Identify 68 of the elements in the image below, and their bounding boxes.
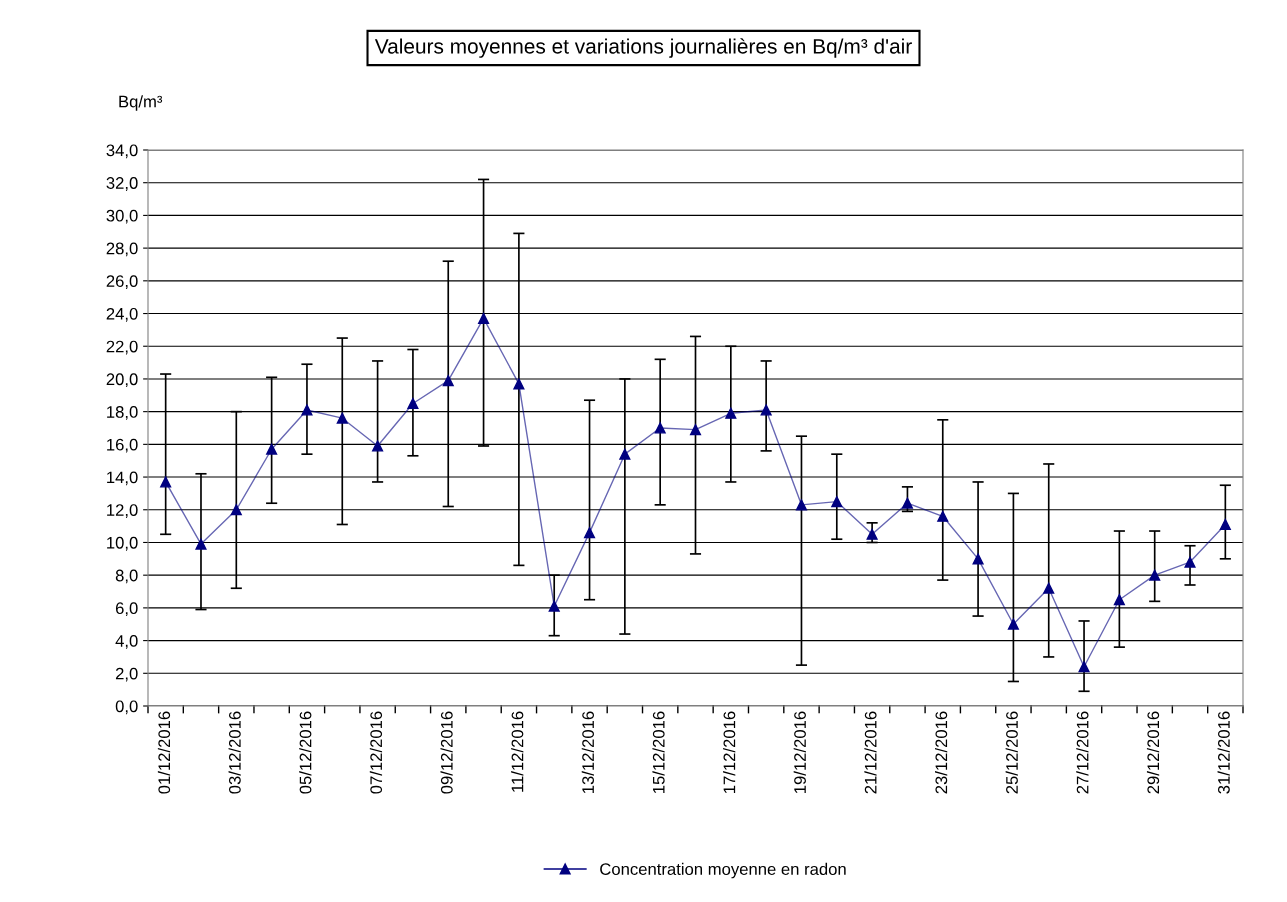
point (1149, 569, 1161, 581)
y-tick-label: 34,0 (106, 144, 138, 159)
x-tick-label: 03/12/2016 (228, 711, 241, 794)
point (407, 397, 419, 410)
point (866, 528, 878, 540)
point (513, 378, 525, 390)
x-tick-label: 13/12/2016 (581, 711, 595, 793)
x-tick-label: 11/12/2016 (511, 711, 524, 792)
y-tick-label: 12,0 (107, 504, 138, 518)
point (336, 412, 348, 424)
point (301, 404, 313, 416)
point (689, 424, 702, 436)
y-tick-label: 20,0 (106, 373, 138, 388)
point (725, 407, 737, 419)
point (266, 443, 278, 455)
x-tick-label: 25/12/2016 (1005, 711, 1018, 794)
point (795, 499, 808, 511)
point (937, 510, 949, 522)
x-tick-label: 21/12/2016 (864, 711, 877, 794)
point (583, 527, 596, 539)
y-tick-label: 26,0 (106, 275, 138, 289)
x-tick-label: 19/12/2016 (793, 711, 806, 793)
x-tick-label: 07/12/2016 (369, 711, 383, 794)
y-tick-label: 30,0 (106, 209, 138, 224)
point (1184, 556, 1196, 568)
point (654, 422, 666, 434)
point (1113, 594, 1125, 606)
y-tick-label: 10,0 (107, 536, 138, 551)
y-tick-label: 24,0 (106, 307, 138, 322)
point (1078, 661, 1090, 673)
point (1007, 618, 1019, 630)
x-tick-label: 27/12/2016 (1076, 711, 1089, 794)
y-tick-label: 8,0 (115, 569, 138, 584)
y-tick-label: 22,0 (106, 340, 138, 355)
y-tick-label: 16,0 (107, 438, 138, 453)
point (230, 504, 242, 516)
y-tick-label: 14,0 (107, 471, 138, 486)
point (760, 404, 772, 416)
y-tick-label: 32,0 (106, 177, 138, 191)
y-axis-title: Bq/m³ (119, 95, 163, 111)
legend-label: Concentration moyenne en radon (600, 862, 846, 879)
x-tick-label: 23/12/2016 (934, 711, 948, 794)
y-tick-label: 28,0 (106, 242, 138, 257)
point (372, 440, 384, 452)
point (1219, 518, 1231, 531)
point (548, 600, 560, 612)
x-tick-label: 15/12/2016 (652, 711, 665, 793)
point (972, 553, 984, 565)
point (478, 312, 490, 324)
x-tick-label: 17/12/2016 (723, 711, 736, 793)
y-tick-label: 6,0 (115, 602, 138, 617)
x-tick-label: 05/12/2016 (299, 711, 312, 794)
point (831, 496, 843, 508)
point (901, 497, 913, 509)
y-tick-label: 0,0 (115, 700, 138, 715)
point (195, 538, 207, 550)
x-tick-label: 31/12/2016 (1217, 711, 1230, 794)
x-tick-label: 01/12/2016 (157, 711, 171, 794)
y-tick-label: 2,0 (115, 667, 138, 682)
point (160, 476, 172, 488)
point (1043, 582, 1055, 594)
point (619, 448, 631, 460)
chart-title: Valeurs moyennes et variations journalières en Bq/m³ d'air (374, 38, 912, 58)
x-tick-label: 09/12/2016 (440, 711, 453, 794)
x-tick-label: 29/12/2016 (1146, 711, 1160, 794)
point (442, 375, 454, 387)
y-tick-label: 4,0 (115, 634, 138, 649)
y-tick-label: 18,0 (107, 406, 138, 420)
